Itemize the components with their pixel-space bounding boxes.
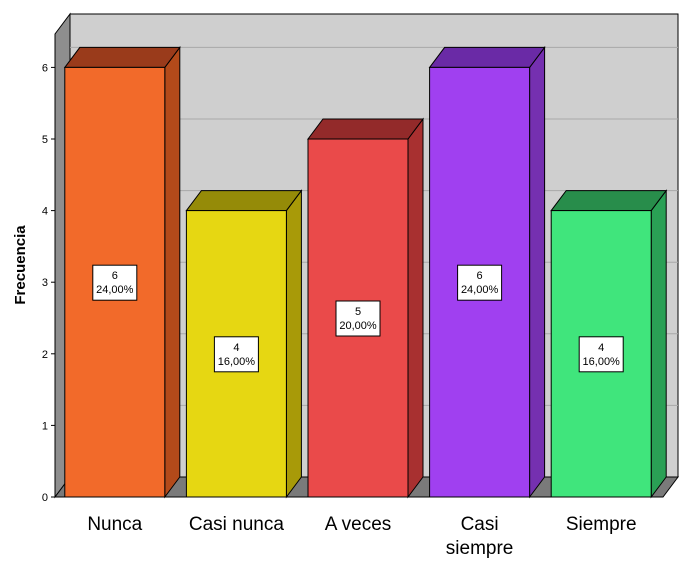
y-tick-label: 6 [42,62,48,74]
x-tick-label: siempre [446,538,514,559]
y-tick-label: 4 [42,206,48,218]
bar-top [550,190,668,212]
data-label-box [213,336,259,373]
bar-casi-nunca: 4 16,00% [185,189,303,499]
data-label: 6 24,00% [92,264,138,301]
y-tick-label: 2 [42,349,48,361]
x-tick-label: A veces [325,514,392,535]
data-label-percent: 24,00% [96,284,134,296]
x-tick-label: Nunca [87,514,142,535]
data-label-percent: 16,00% [583,356,621,368]
data-label-percent: 16,00% [218,356,256,368]
y-tick-label: 3 [42,277,48,289]
x-tick-label: Casi nunca [189,514,284,535]
data-label-value: 4 [233,342,239,354]
data-label-percent: 24,00% [461,284,499,296]
bar-siempre: 4 16,00% [550,189,668,499]
bar-top [428,46,546,68]
data-label-box [578,336,624,373]
data-label-box [335,300,381,337]
data-label: 5 20,00% [335,300,381,337]
x-tick-label: Casi [461,514,499,535]
bar-side [650,189,667,499]
data-label-box [457,264,503,301]
bar-side [529,45,546,499]
x-tick-label: Siempre [566,514,637,535]
bar-a-veces: 5 20,00% [307,117,424,499]
data-label: 4 16,00% [213,336,259,373]
data-label: 6 24,00% [457,264,503,301]
data-label-value: 4 [598,342,604,354]
data-label-value: 6 [477,270,483,282]
bar-nunca: 6 24,00% [63,45,181,499]
data-label: 4 16,00% [578,336,624,373]
bars: 6 24,00% 4 16,00% 5 20,00% 6 24,00% 4 16,00% [63,45,668,499]
bar-side [407,117,424,499]
bar-top [63,46,181,68]
y-axis-ticks: 0 1 2 3 4 5 6 [42,62,55,504]
data-label-value: 5 [355,306,361,318]
bar-casi-siempre: 6 24,00% [428,45,546,499]
bar-side [285,189,302,499]
data-label-value: 6 [112,270,118,282]
bar-top [307,118,424,140]
bar-side [164,45,181,499]
bar-top [185,190,303,212]
x-axis-labels: Nunca Casi nunca A veces Casi siempre Siempre [87,514,636,559]
y-axis-label: Frecuencia [12,225,29,305]
y-tick-label: 5 [42,134,48,146]
y-tick-label: 0 [42,492,48,504]
y-tick-label: 1 [42,420,48,432]
data-label-percent: 20,00% [339,320,377,332]
data-label-box [92,264,138,301]
